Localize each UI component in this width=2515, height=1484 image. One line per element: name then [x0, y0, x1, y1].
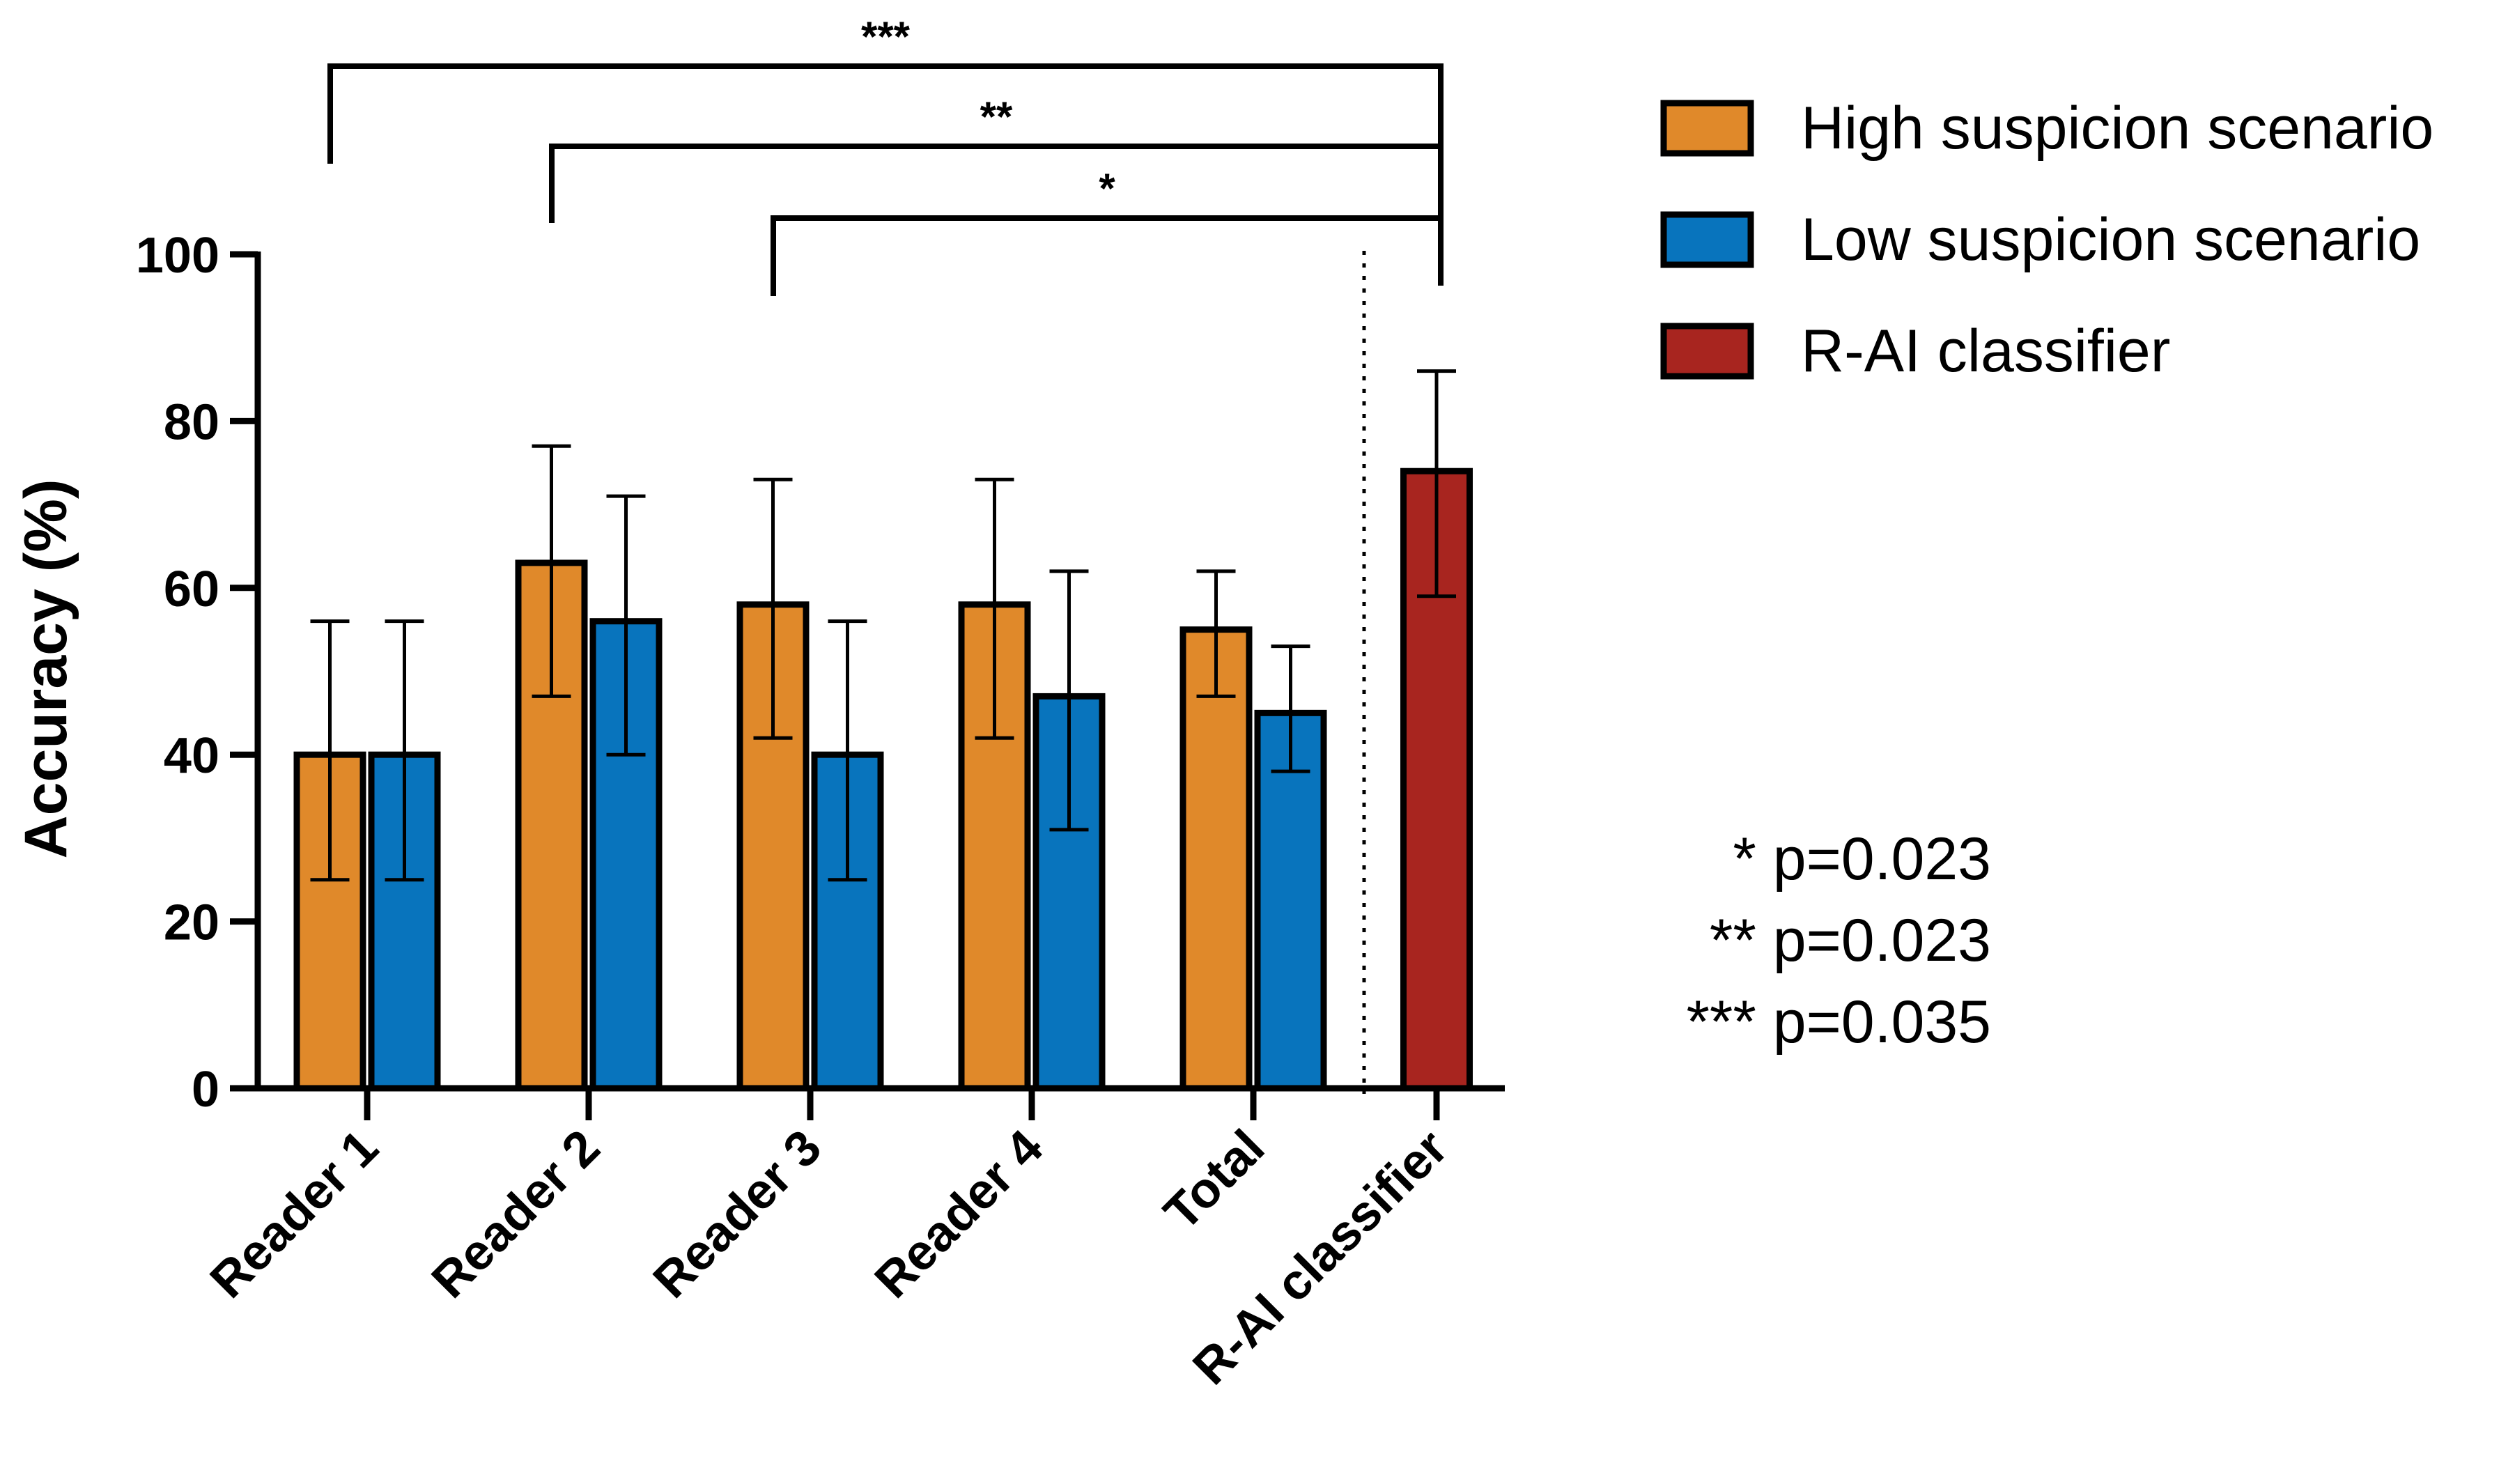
- error-bars-layer: [310, 369, 1456, 882]
- significance-note: ** p=0.023: [1710, 907, 1991, 974]
- y-tick-label: 80: [164, 394, 219, 450]
- bar-reader-2-low-suspicion-scenario: [589, 618, 663, 1092]
- legend-swatch: [1660, 323, 1754, 380]
- error-bar: [1049, 569, 1089, 832]
- error-bar: [828, 619, 867, 882]
- significance-brackets: ******: [327, 13, 1444, 296]
- error-bar: [1271, 644, 1310, 773]
- bracket-line: [771, 215, 1444, 296]
- legend-item: High suspicion scenario: [1660, 95, 2433, 162]
- significance-stars: ***: [861, 13, 911, 60]
- x-tick-label: Reader 1: [200, 1120, 389, 1309]
- legend-item: R-AI classifier: [1660, 318, 2170, 385]
- legend-swatch: [1660, 211, 1754, 268]
- legend: High suspicion scenario Low suspicion sce…: [1660, 95, 2433, 385]
- significance-notes: * p=0.023 ** p=0.023 *** p=0.035: [1686, 826, 1991, 1056]
- y-tick-label: 60: [164, 562, 219, 617]
- error-bar: [310, 619, 350, 882]
- bracket-line: [549, 144, 1444, 223]
- error-bar: [606, 494, 646, 757]
- error-bar: [753, 477, 793, 740]
- significance-note: * p=0.023: [1733, 826, 1991, 892]
- bar-total-high-suspicion-scenario: [1179, 626, 1253, 1092]
- error-bar: [975, 477, 1014, 740]
- bars-layer: [293, 467, 1473, 1092]
- error-bar: [532, 444, 571, 698]
- x-tick-label: Reader 3: [643, 1120, 833, 1309]
- y-tick-label: 0: [192, 1062, 219, 1118]
- error-bar: [1417, 369, 1456, 598]
- error-bar: [1196, 569, 1236, 698]
- legend-label: R-AI classifier: [1801, 318, 2170, 385]
- x-tick-label: Total: [1154, 1120, 1275, 1241]
- significance-stars: *: [1099, 165, 1115, 212]
- error-bar: [385, 619, 424, 882]
- x-tick-label: Reader 2: [421, 1120, 611, 1309]
- y-tick-label: 20: [164, 895, 219, 951]
- significance-bracket: *: [771, 165, 1444, 296]
- x-tick-label: Reader 4: [865, 1120, 1054, 1309]
- legend-item: Low suspicion scenario: [1660, 206, 2420, 273]
- y-tick-label: 40: [164, 728, 219, 784]
- significance-bracket: **: [549, 93, 1444, 223]
- legend-swatch: [1660, 100, 1754, 157]
- legend-label: Low suspicion scenario: [1801, 206, 2420, 273]
- y-tick-label: 100: [136, 228, 219, 284]
- significance-bracket: ***: [327, 13, 1444, 223]
- significance-note: *** p=0.035: [1686, 989, 1991, 1056]
- y-axis-label: Accuracy (%): [13, 479, 79, 859]
- significance-stars: **: [980, 93, 1013, 140]
- legend-label: High suspicion scenario: [1801, 95, 2433, 162]
